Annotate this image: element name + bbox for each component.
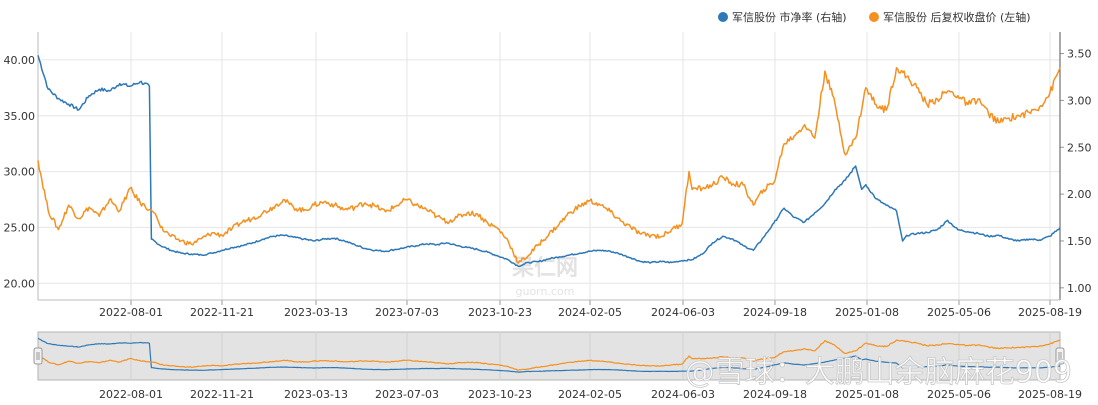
navigator-x-tick-label: 2024-09-18 (743, 388, 807, 401)
navigator[interactable] (33, 331, 1065, 381)
navigator-x-tick-label: 2023-03-13 (284, 388, 348, 401)
legend-marker-pb (718, 12, 728, 22)
navigator-x-tick-label: 2025-05-06 (927, 388, 991, 401)
overlay-watermark-text: @雪球：大鹏山余脑麻花909 (685, 355, 1072, 390)
x-tick-label: 2024-09-18 (743, 306, 807, 319)
right-axis: 1.00 1.50 2.00 2.50 3.00 3.50 (1059, 32, 1092, 300)
navigator-x-tick-label: 2023-10-23 (468, 388, 532, 401)
x-tick-label: 2023-10-23 (468, 306, 532, 319)
x-tick-label: 2022-11-21 (190, 306, 254, 319)
navigator-x-tick-label: 2022-08-01 (99, 388, 163, 401)
x-axis: 2022-08-01 2022-11-21 2023-03-13 2023-07-03… (38, 299, 1082, 319)
left-axis: 20.00 25.00 30.00 35.00 40.00 (4, 32, 39, 300)
navigator-x-tick-label: 2024-06-03 (651, 388, 715, 401)
x-tick-label: 2023-07-03 (375, 306, 439, 319)
x-tick-label: 2022-08-01 (99, 306, 163, 319)
x-tick-label: 2023-03-13 (284, 306, 348, 319)
handle-grip (1055, 347, 1065, 365)
right-tick-label: 3.00 (1067, 94, 1092, 107)
legend-label-pb: 军信股份 市净率 (右轴) (732, 10, 847, 24)
right-tick-label: 2.00 (1067, 188, 1092, 201)
navigator-x-tick-label: 2023-07-03 (375, 388, 439, 401)
left-tick-label: 30.00 (4, 166, 36, 179)
legend[interactable]: 军信股份 市净率 (右轴) 军信股份 后复权收盘价 (左轴) (718, 10, 1031, 24)
navigator-x-axis: 2022-08-01 2022-11-21 2023-03-13 2023-07-03… (99, 388, 1082, 401)
legend-label-price: 军信股份 后复权收盘价 (左轴) (883, 10, 1031, 24)
left-tick-label: 20.00 (4, 277, 36, 290)
left-tick-label: 25.00 (4, 221, 36, 234)
watermark-cn: 果仁网 (512, 255, 578, 281)
navigator-line-price (37, 339, 1061, 371)
right-tick-label: 1.00 (1067, 282, 1092, 295)
right-tick-label: 1.50 (1067, 235, 1092, 248)
navigator-handle-right[interactable] (1055, 347, 1065, 365)
navigator-line-pb (37, 337, 1061, 373)
x-tick-label: 2025-05-06 (927, 306, 991, 319)
x-tick-label: 2024-02-05 (558, 306, 622, 319)
left-tick-label: 40.00 (4, 54, 36, 67)
watermark: 果仁网 guorn.com (512, 255, 578, 298)
navigator-x-tick-label: 2024-02-05 (558, 388, 622, 401)
right-tick-label: 3.50 (1067, 48, 1092, 61)
x-tick-label: 2025-08-19 (1018, 306, 1082, 319)
legend-marker-price (869, 12, 879, 22)
right-tick-label: 2.50 (1067, 141, 1092, 154)
x-tick-label: 2024-06-03 (651, 306, 715, 319)
navigator-x-tick-label: 2022-11-21 (190, 388, 254, 401)
grid (38, 32, 1060, 300)
handle-grip (33, 347, 43, 365)
left-tick-label: 35.00 (4, 110, 36, 123)
navigator-x-tick-label: 2025-01-08 (835, 388, 899, 401)
navigator-window (37, 331, 1061, 381)
series-line-pb (37, 55, 1061, 268)
navigator-x-tick-label: 2025-08-19 (1018, 388, 1082, 401)
watermark-en: guorn.com (516, 285, 575, 298)
x-tick-label: 2025-01-08 (835, 306, 899, 319)
series-main (37, 55, 1061, 268)
series-line-price (37, 66, 1061, 264)
navigator-handle-left[interactable] (33, 347, 43, 365)
